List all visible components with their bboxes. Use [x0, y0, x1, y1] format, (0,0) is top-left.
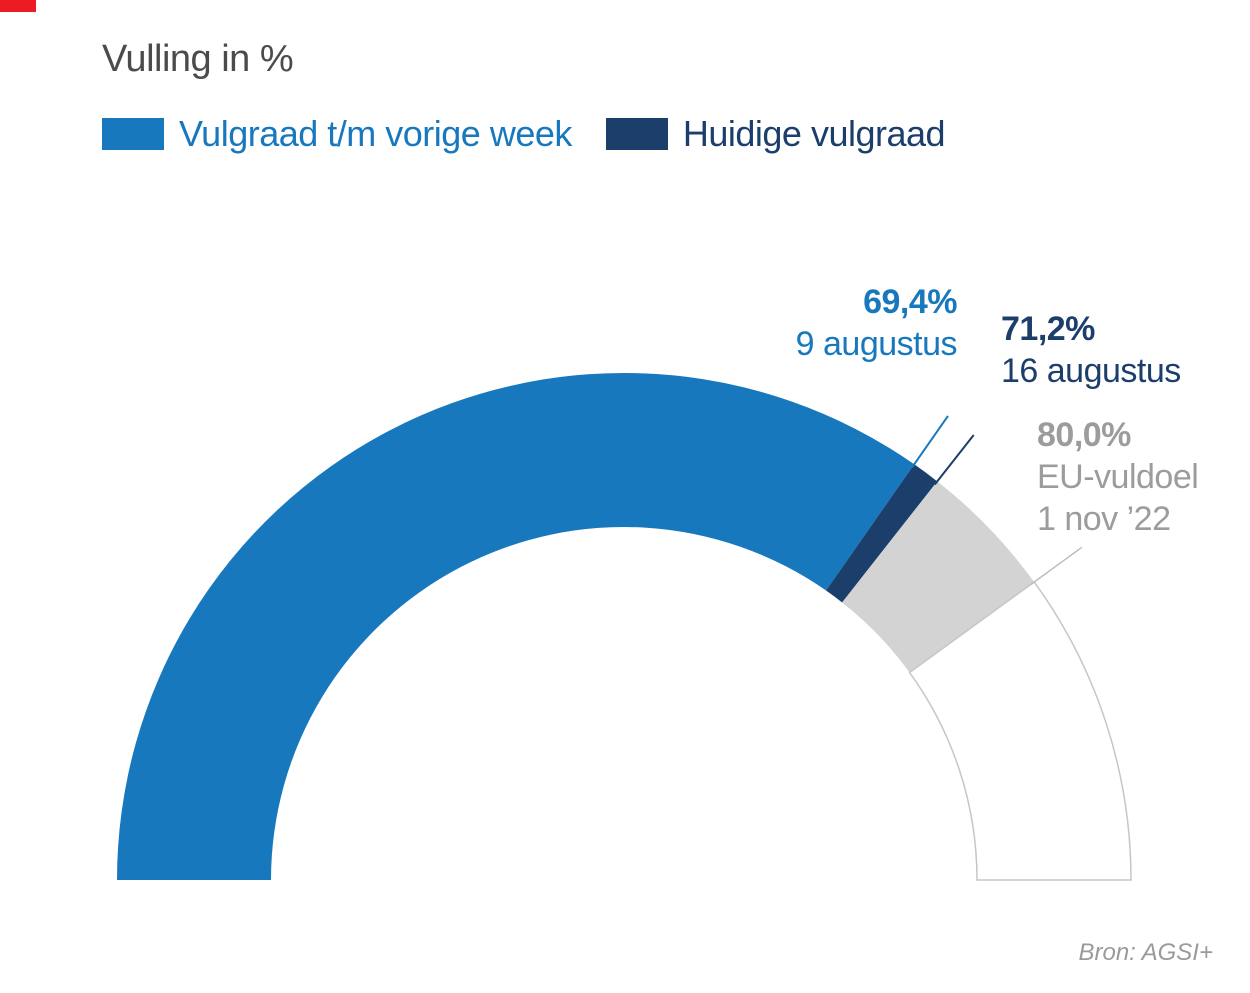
gauge-segment — [908, 580, 1132, 881]
gauge-segment — [826, 464, 938, 603]
annotation-previous-week: 69,4% 9 augustus — [795, 281, 958, 365]
annotation-current-date: 16 augustus — [1001, 352, 1181, 390]
annotation-eu-target: 80,0% EU-vuldoel 1 nov ’22 — [1037, 414, 1199, 540]
annotation-previous-week-date: 9 augustus — [795, 325, 958, 363]
gauge-segment — [842, 481, 1035, 673]
annotation-leader-line — [933, 434, 975, 486]
annotation-current-value: 71,2% — [1001, 310, 1095, 348]
annotation-eu-target-label: EU-vuldoel — [1037, 458, 1199, 496]
chart-title: Vulling in % — [102, 38, 294, 80]
annotation-eu-target-value: 80,0% — [1037, 416, 1131, 454]
annotation-eu-target-date: 1 nov ’22 — [1037, 500, 1171, 538]
legend: Vulgraad t/m vorige week Huidige vulgraa… — [102, 113, 946, 154]
legend-label-current: Huidige vulgraad — [682, 113, 946, 154]
legend-label-previous-week: Vulgraad t/m vorige week — [179, 113, 572, 154]
legend-item-current: Huidige vulgraad — [605, 113, 946, 154]
annotation-leader-line — [1030, 546, 1083, 585]
red-corner-marker — [0, 0, 36, 12]
legend-swatch-lightblue — [102, 118, 164, 150]
source-note: Bron: AGSI+ — [1078, 939, 1213, 966]
legend-item-previous-week: Vulgraad t/m vorige week — [102, 114, 572, 154]
legend-swatch-navy — [605, 118, 668, 150]
gauge-segment — [117, 373, 915, 880]
annotation-current: 71,2% 16 augustus — [1001, 308, 1181, 392]
annotation-leader-line — [911, 415, 949, 469]
annotation-previous-week-value: 69,4% — [863, 283, 957, 321]
